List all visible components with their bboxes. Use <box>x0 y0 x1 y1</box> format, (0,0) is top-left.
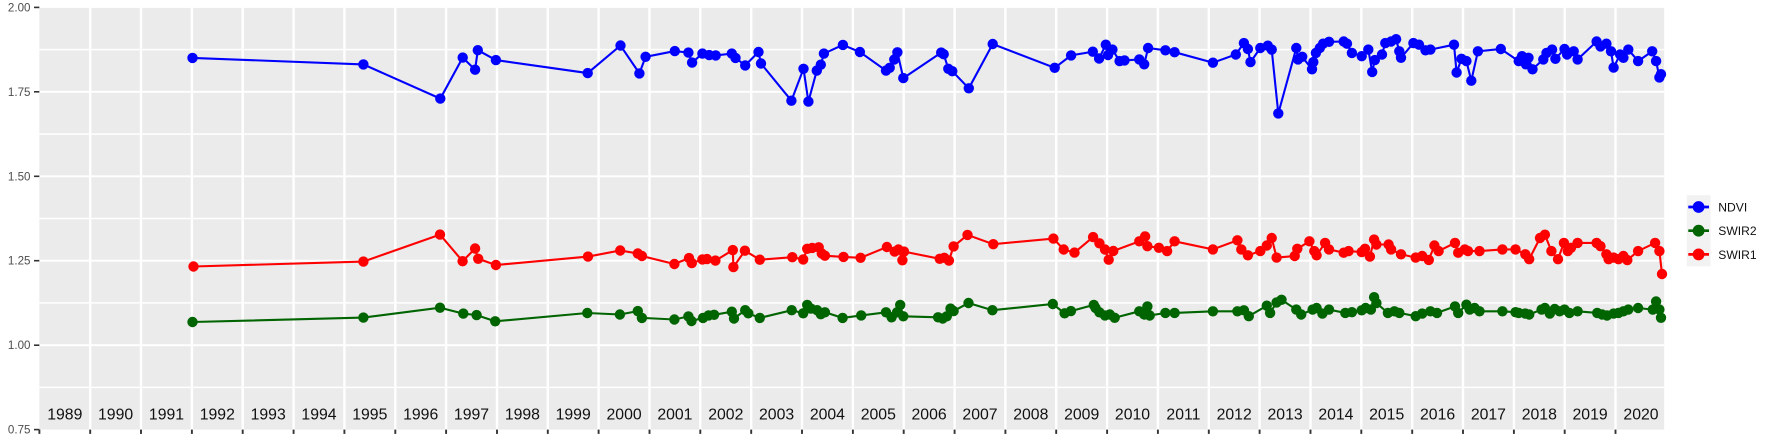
svg-text:SWIR1: SWIR1 <box>1718 248 1757 262</box>
svg-text:1.50: 1.50 <box>8 170 31 183</box>
svg-text:2001: 2001 <box>657 407 692 424</box>
svg-text:2008: 2008 <box>1013 407 1048 424</box>
svg-text:2018: 2018 <box>1522 407 1557 424</box>
svg-text:1994: 1994 <box>301 407 336 424</box>
svg-text:1991: 1991 <box>149 407 184 424</box>
svg-text:2003: 2003 <box>759 407 794 424</box>
svg-text:2002: 2002 <box>708 407 743 424</box>
svg-text:1.00: 1.00 <box>8 339 31 352</box>
svg-text:0.75: 0.75 <box>8 424 31 437</box>
svg-text:2.00: 2.00 <box>8 1 31 14</box>
svg-text:NDVI: NDVI <box>1718 200 1747 214</box>
svg-text:2000: 2000 <box>607 407 642 424</box>
svg-text:1990: 1990 <box>98 407 133 424</box>
svg-text:2006: 2006 <box>912 407 947 424</box>
svg-text:2019: 2019 <box>1573 407 1608 424</box>
svg-text:2017: 2017 <box>1471 407 1506 424</box>
svg-text:2010: 2010 <box>1115 407 1150 424</box>
svg-text:1996: 1996 <box>403 407 438 424</box>
svg-text:1999: 1999 <box>556 407 591 424</box>
svg-text:1.25: 1.25 <box>8 255 31 268</box>
svg-text:SWIR2: SWIR2 <box>1718 224 1757 238</box>
svg-text:1998: 1998 <box>505 407 540 424</box>
svg-text:2012: 2012 <box>1217 407 1252 424</box>
svg-text:2011: 2011 <box>1166 407 1200 424</box>
svg-text:1997: 1997 <box>454 407 489 424</box>
svg-text:1989: 1989 <box>47 407 82 424</box>
svg-text:2014: 2014 <box>1318 407 1353 424</box>
svg-text:2007: 2007 <box>962 407 997 424</box>
svg-text:2015: 2015 <box>1369 407 1404 424</box>
svg-text:2004: 2004 <box>810 407 845 424</box>
svg-text:2009: 2009 <box>1064 407 1099 424</box>
svg-text:2020: 2020 <box>1623 407 1658 424</box>
svg-text:2005: 2005 <box>861 407 896 424</box>
svg-text:1992: 1992 <box>200 407 235 424</box>
svg-text:1993: 1993 <box>251 407 286 424</box>
svg-text:1995: 1995 <box>352 407 387 424</box>
svg-text:2016: 2016 <box>1420 407 1455 424</box>
svg-text:2013: 2013 <box>1268 407 1303 424</box>
svg-text:1.75: 1.75 <box>8 86 31 99</box>
